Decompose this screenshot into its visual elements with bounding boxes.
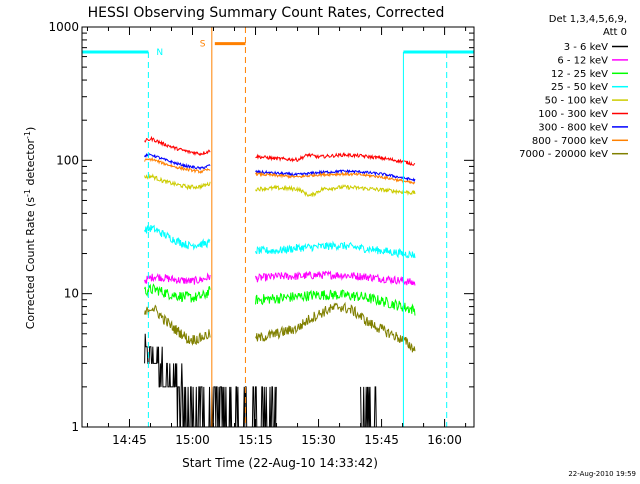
y-axis-label-end: ): [24, 127, 37, 131]
series-line-7-seg-1: [255, 171, 416, 185]
chart-title: HESSI Observing Summary Count Rates, Cor…: [88, 5, 445, 21]
series-line-8-seg-0: [144, 304, 211, 346]
y-axis-label-sup2: -1: [23, 131, 32, 139]
legend-label-0: 3 - 6 keV: [564, 42, 608, 53]
series-line-7-seg-0: [144, 157, 211, 175]
legend-header-1: Att 0: [603, 27, 627, 38]
legend-label-5: 100 - 300 keV: [538, 109, 608, 120]
y-axis-label-mid: detector: [24, 139, 37, 189]
series-line-0-seg-0: [144, 333, 277, 428]
legend-label-7: 800 - 7000 keV: [532, 136, 608, 147]
y-tick-label-1: 10: [64, 287, 79, 301]
y-axis-label-main: Corrected Count Rate (s: [24, 197, 37, 330]
series-line-3-seg-0: [144, 224, 211, 251]
saa-label: S: [200, 40, 206, 50]
legend: Det 1,3,4,5,6,9, Att 0 3 - 6 keV 6 - 12 keV…: [519, 14, 628, 160]
series-line-1-seg-0: [144, 272, 211, 285]
series-line-6-seg-0: [144, 152, 211, 171]
series-line-2-seg-1: [255, 289, 416, 316]
legend-header-0: Det 1,3,4,5,6,9,: [549, 14, 627, 25]
x-tick-label-3: 15:30: [301, 433, 336, 447]
x-tick-label-1: 15:00: [175, 433, 210, 447]
y-tick-label-3: 1000: [48, 20, 79, 34]
series-line-6-seg-1: [255, 169, 416, 183]
y-tick-label-2: 100: [56, 153, 79, 167]
axis-layer: 14:45 15:00 15:15 15:30 15:45 16:00 1 10 100 1000: [48, 20, 475, 447]
plot-frame: [81, 26, 475, 428]
legend-label-2: 12 - 25 keV: [551, 69, 608, 80]
series-line-5-seg-0: [144, 135, 211, 156]
x-tick-label-2: 15:15: [238, 433, 273, 447]
x-axis-label: Start Time (22-Aug-10 14:33:42): [182, 456, 378, 470]
x-tick-label-4: 15:45: [364, 433, 399, 447]
plot-layer: NS: [82, 27, 474, 428]
x-tick-label-5: 16:00: [427, 433, 462, 447]
legend-label-4: 50 - 100 keV: [545, 96, 609, 107]
y-tick-label-0: 1: [71, 420, 79, 434]
series-line-3-seg-1: [255, 240, 416, 259]
legend-label-1: 6 - 12 keV: [557, 55, 608, 66]
legend-label-6: 300 - 800 keV: [538, 122, 608, 133]
y-axis-label: Corrected Count Rate (s-1 detector-1): [23, 127, 38, 330]
night-label: N: [156, 48, 163, 58]
legend-label-8: 7000 - 20000 keV: [519, 149, 608, 160]
series-line-4-seg-0: [144, 173, 211, 191]
series-line-8-seg-1: [255, 301, 416, 353]
series-line-5-seg-1: [255, 152, 416, 167]
series-line-2-seg-0: [144, 283, 211, 303]
legend-label-3: 25 - 50 keV: [551, 82, 608, 93]
series-line-0-seg-2: [360, 386, 377, 428]
y-axis-label-sup1: -1: [23, 189, 32, 197]
series-line-1-seg-1: [255, 270, 416, 286]
x-tick-label-0: 14:45: [112, 433, 147, 447]
series-line-4-seg-1: [255, 184, 416, 198]
footer-timestamp: 22-Aug-2010 19:59: [568, 470, 636, 478]
